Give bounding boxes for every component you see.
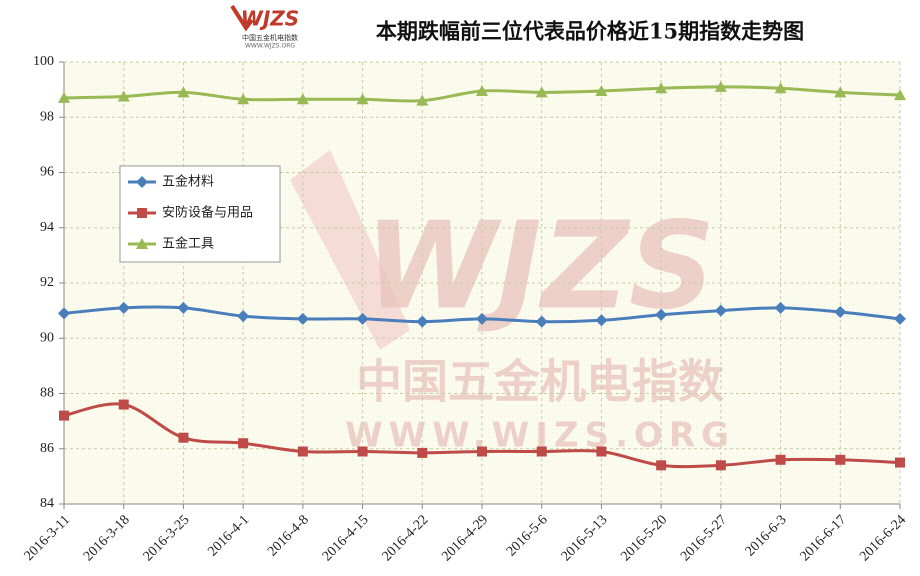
- y-tick-label: 90: [40, 330, 54, 345]
- x-tick-label: 2016-3-11: [22, 512, 73, 563]
- data-point: [595, 314, 608, 327]
- logo-url: WWW.WJZS.ORG: [245, 43, 295, 50]
- data-point: [417, 447, 428, 458]
- data-point: [894, 312, 906, 325]
- data-point: [178, 432, 189, 443]
- data-point: [655, 82, 668, 94]
- data-point: [238, 438, 249, 449]
- data-point: [715, 460, 726, 471]
- data-point: [177, 86, 190, 98]
- data-point: [535, 86, 548, 98]
- data-point: [834, 306, 847, 319]
- x-tick-label: 2016-4-8: [265, 512, 312, 559]
- data-point: [58, 91, 70, 103]
- data-point: [237, 93, 250, 105]
- y-tick-label: 96: [40, 165, 54, 180]
- legend-label: 五金材料: [162, 174, 214, 190]
- data-point: [117, 90, 130, 102]
- data-point: [416, 315, 429, 328]
- data-point: [596, 446, 607, 457]
- data-point: [894, 89, 906, 101]
- y-tick-label: 94: [40, 220, 54, 235]
- data-point: [656, 460, 667, 471]
- data-point: [774, 82, 787, 94]
- data-point: [535, 315, 548, 328]
- y-tick-label: 98: [40, 109, 54, 124]
- data-point: [118, 399, 129, 410]
- data-point: [297, 446, 308, 457]
- watermark-subtext: 中国五金机电指数: [356, 355, 724, 409]
- logo: WJZS 中国五金机电指数 WWW.WJZS.ORG: [230, 4, 299, 50]
- x-tick-label: 2016-5-20: [618, 512, 670, 564]
- data-point: [58, 307, 70, 320]
- x-tick-label: 2016-4-22: [380, 512, 432, 564]
- data-point: [59, 410, 69, 421]
- x-tick-label: 2016-4-29: [439, 512, 491, 564]
- x-tick-label: 2016-3-25: [141, 512, 193, 564]
- x-tick-label: 2016-5-13: [559, 512, 611, 564]
- data-point: [895, 457, 905, 468]
- data-point: [714, 80, 727, 92]
- x-tick-label: 2016-3-18: [81, 512, 133, 564]
- data-point: [356, 93, 369, 105]
- data-point: [655, 308, 668, 321]
- data-point: [356, 312, 369, 325]
- logo-text: WJZS: [241, 7, 299, 31]
- data-point: [117, 301, 130, 314]
- data-point: [177, 301, 190, 314]
- legend-marker: [137, 208, 147, 218]
- chart-title: 本期跌幅前三位代表品价格近15期指数走势图: [376, 19, 804, 44]
- data-point: [775, 454, 786, 465]
- data-point: [835, 454, 846, 465]
- x-tick-label: 2016-5-6: [504, 512, 551, 559]
- data-point: [296, 312, 309, 325]
- data-point: [595, 85, 608, 97]
- data-point: [296, 93, 309, 105]
- x-tick-label: 2016-4-15: [320, 512, 372, 564]
- y-tick-label: 88: [40, 386, 54, 401]
- data-point: [416, 94, 429, 106]
- x-tick-label: 2016-5-27: [678, 512, 730, 564]
- legend-marker: [136, 176, 148, 188]
- data-point: [714, 304, 727, 317]
- data-point: [476, 85, 488, 97]
- data-point: [357, 446, 368, 457]
- x-tick-label: 2016-4-1: [205, 512, 252, 559]
- y-tick-label: 84: [40, 496, 54, 511]
- legend-label: 安防设备与用品: [162, 205, 253, 221]
- x-tick-label: 2016-6-3: [743, 512, 790, 559]
- data-point: [774, 301, 787, 314]
- logo-subtext: 中国五金机电指数: [242, 33, 298, 42]
- y-tick-label: 86: [40, 441, 54, 456]
- legend-label: 五金工具: [162, 236, 214, 252]
- data-point: [536, 446, 547, 457]
- data-point: [476, 312, 488, 325]
- data-point: [477, 446, 487, 457]
- legend-marker: [136, 238, 148, 249]
- y-tick-label: 100: [33, 54, 54, 69]
- data-point: [834, 86, 847, 98]
- data-point: [237, 310, 250, 323]
- x-tick-label: 2016-6-24: [857, 512, 909, 564]
- y-tick-label: 92: [40, 275, 54, 290]
- x-tick-label: 2016-6-17: [798, 512, 850, 564]
